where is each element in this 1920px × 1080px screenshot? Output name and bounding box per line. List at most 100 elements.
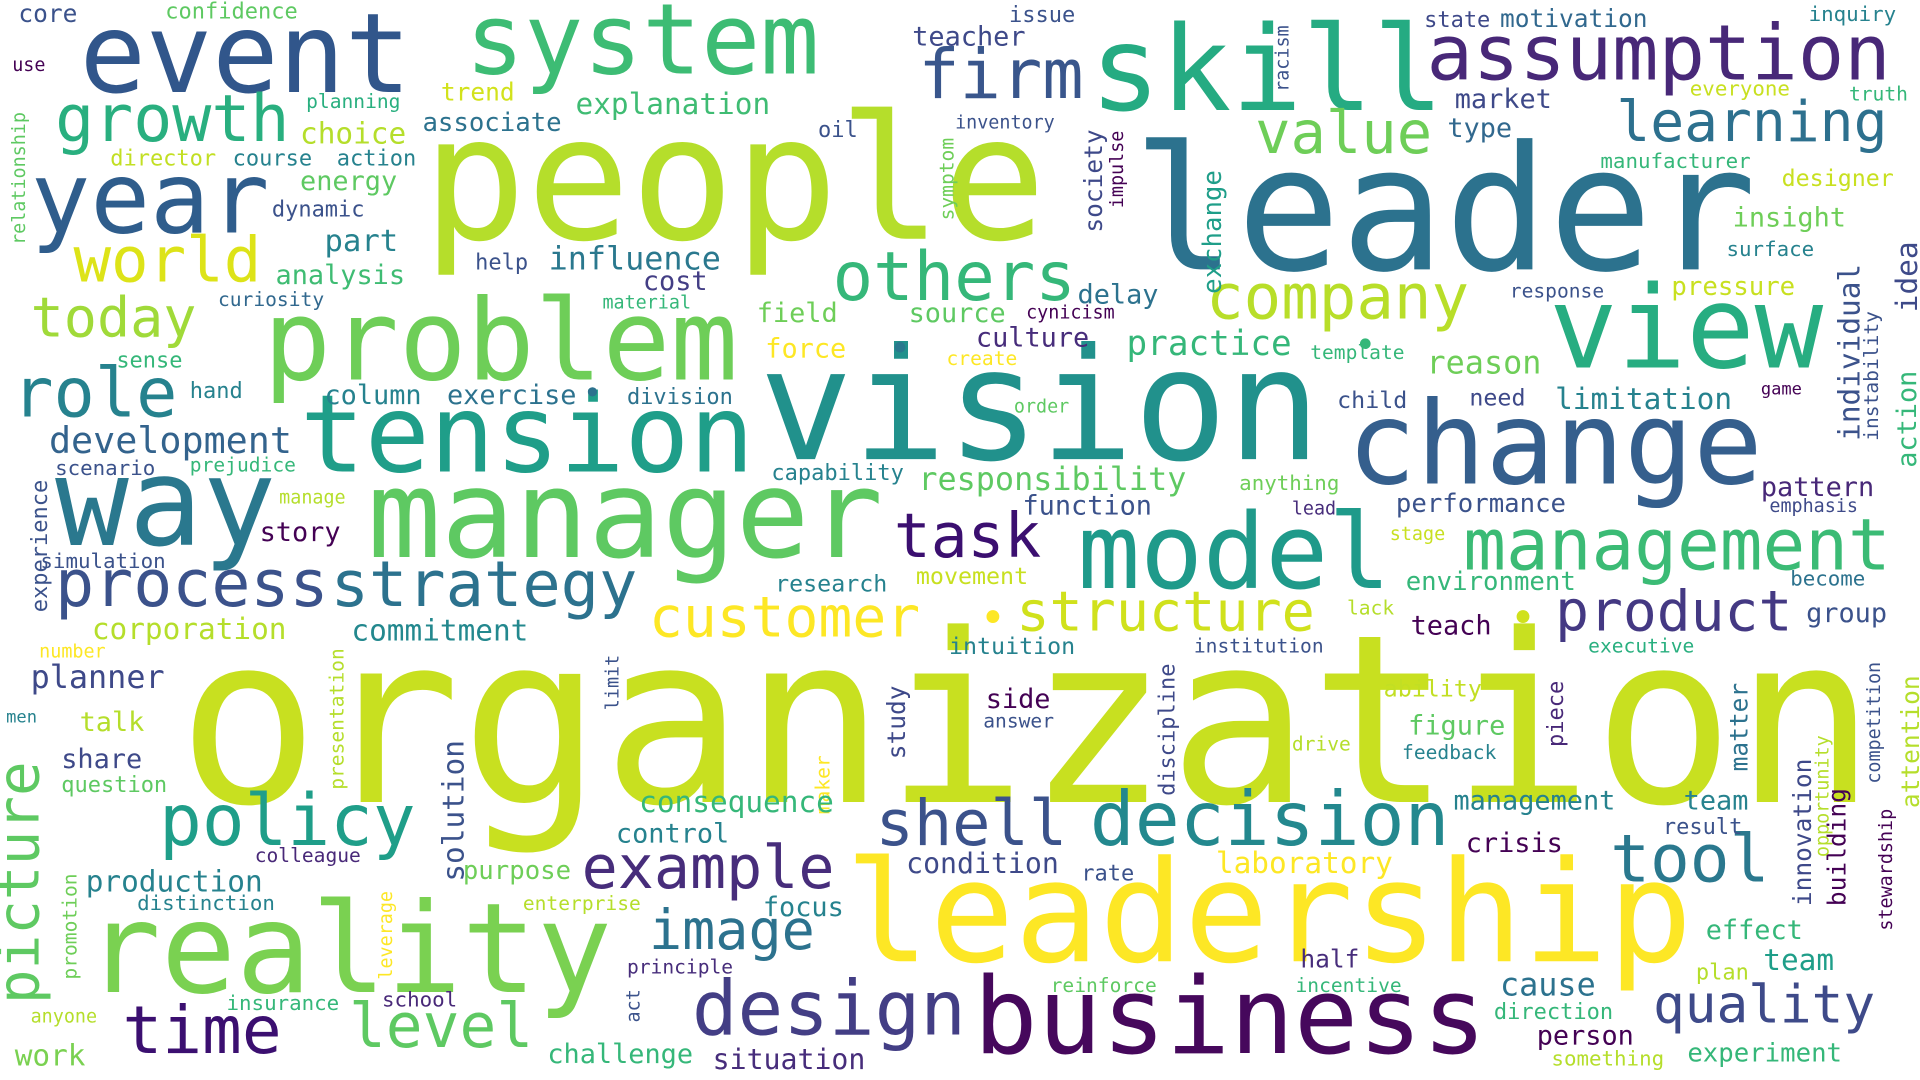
word: rate: [1081, 861, 1134, 886]
word: simulation: [40, 549, 165, 573]
word: distinction: [137, 891, 275, 915]
word: surface: [1727, 237, 1815, 261]
word: leadership: [845, 831, 1693, 995]
word: experiment: [1687, 1039, 1842, 1069]
word: problem: [263, 275, 738, 407]
word: maker: [812, 755, 835, 814]
word: corporation: [92, 612, 287, 646]
word: instability: [1860, 311, 1883, 441]
word: condition: [906, 847, 1059, 880]
word: emphasis: [1769, 496, 1858, 517]
word: movement: [916, 563, 1028, 590]
word: •: [1510, 593, 1537, 644]
word: control: [616, 818, 729, 849]
word: market: [1455, 84, 1552, 115]
word: culture: [976, 323, 1089, 354]
word: help: [475, 250, 528, 275]
word: commitment: [351, 613, 528, 647]
word: direction: [1494, 1000, 1613, 1025]
word: group: [1806, 598, 1887, 629]
word: limitation: [1555, 382, 1732, 416]
word: building: [1822, 788, 1851, 906]
word: •: [889, 327, 911, 370]
word: management: [1453, 785, 1615, 816]
word: stage: [1390, 524, 1445, 545]
word: act: [623, 989, 644, 1022]
word: impulse: [1107, 131, 1128, 209]
word: cost: [643, 266, 708, 297]
word: prejudice: [190, 453, 296, 476]
word: insight: [1733, 203, 1846, 234]
word: crisis: [1466, 828, 1563, 859]
word: everyone: [1690, 77, 1790, 101]
word: year: [31, 142, 270, 257]
word: exercise: [447, 380, 577, 411]
word: image: [649, 898, 815, 962]
word: issue: [1009, 3, 1075, 28]
word: choice: [300, 116, 406, 150]
word: tool: [1610, 821, 1769, 898]
word: sense: [116, 348, 182, 373]
word: inquiry: [1809, 2, 1897, 26]
word: racism: [1272, 25, 1293, 91]
word: teacher: [912, 21, 1025, 52]
word: model: [1078, 491, 1391, 613]
word: task: [894, 501, 1041, 572]
word: strategy: [331, 548, 638, 622]
word: growth: [55, 82, 289, 157]
word: need: [1469, 384, 1525, 411]
word: number: [39, 642, 105, 663]
word: action: [337, 146, 416, 171]
word: change: [1347, 378, 1763, 512]
word: pressure: [1671, 272, 1795, 302]
word: people: [422, 79, 1046, 280]
word: system: [465, 0, 819, 97]
word: source: [909, 298, 1006, 329]
word: hand: [190, 379, 243, 404]
word: •: [980, 593, 1007, 644]
word: environment: [1406, 567, 1576, 597]
word: responsibility: [918, 461, 1186, 498]
word: pattern: [1761, 472, 1874, 503]
word: level: [349, 991, 533, 1062]
word: intuition: [949, 633, 1075, 660]
word: design: [692, 965, 966, 1053]
word: example: [582, 833, 835, 903]
word: reinforce: [1051, 974, 1157, 997]
word: event: [80, 0, 412, 118]
word: product: [1555, 580, 1792, 645]
word: way: [55, 431, 276, 574]
word: motivation: [1500, 4, 1648, 33]
word: use: [12, 55, 45, 76]
word: force: [765, 334, 846, 365]
word: reality: [86, 877, 612, 1022]
word: opportunity: [1812, 735, 1833, 857]
word: child: [1337, 387, 1407, 414]
word: policy: [159, 779, 415, 862]
word: answer: [983, 709, 1054, 732]
word: time: [122, 992, 281, 1069]
word: part: [324, 224, 398, 259]
word: purpose: [463, 856, 571, 886]
word: side: [986, 684, 1051, 715]
word: planner: [31, 659, 165, 696]
word: development: [49, 419, 292, 462]
word: performance: [1396, 489, 1566, 519]
word: cause: [1500, 967, 1596, 1004]
word: attention: [1896, 675, 1920, 808]
word: discipline: [1156, 663, 1181, 795]
word: production: [86, 864, 263, 898]
word: energy: [300, 166, 397, 197]
word: division: [627, 385, 733, 410]
word: core: [18, 0, 77, 28]
word: incentive: [1296, 974, 1402, 997]
word: teach: [1411, 610, 1492, 641]
word: manufacturer: [1600, 149, 1750, 173]
word: designer: [1782, 165, 1894, 192]
word: role: [12, 353, 177, 433]
word: delay: [1078, 280, 1159, 311]
word: response: [1510, 280, 1604, 303]
word: institution: [1194, 635, 1324, 658]
